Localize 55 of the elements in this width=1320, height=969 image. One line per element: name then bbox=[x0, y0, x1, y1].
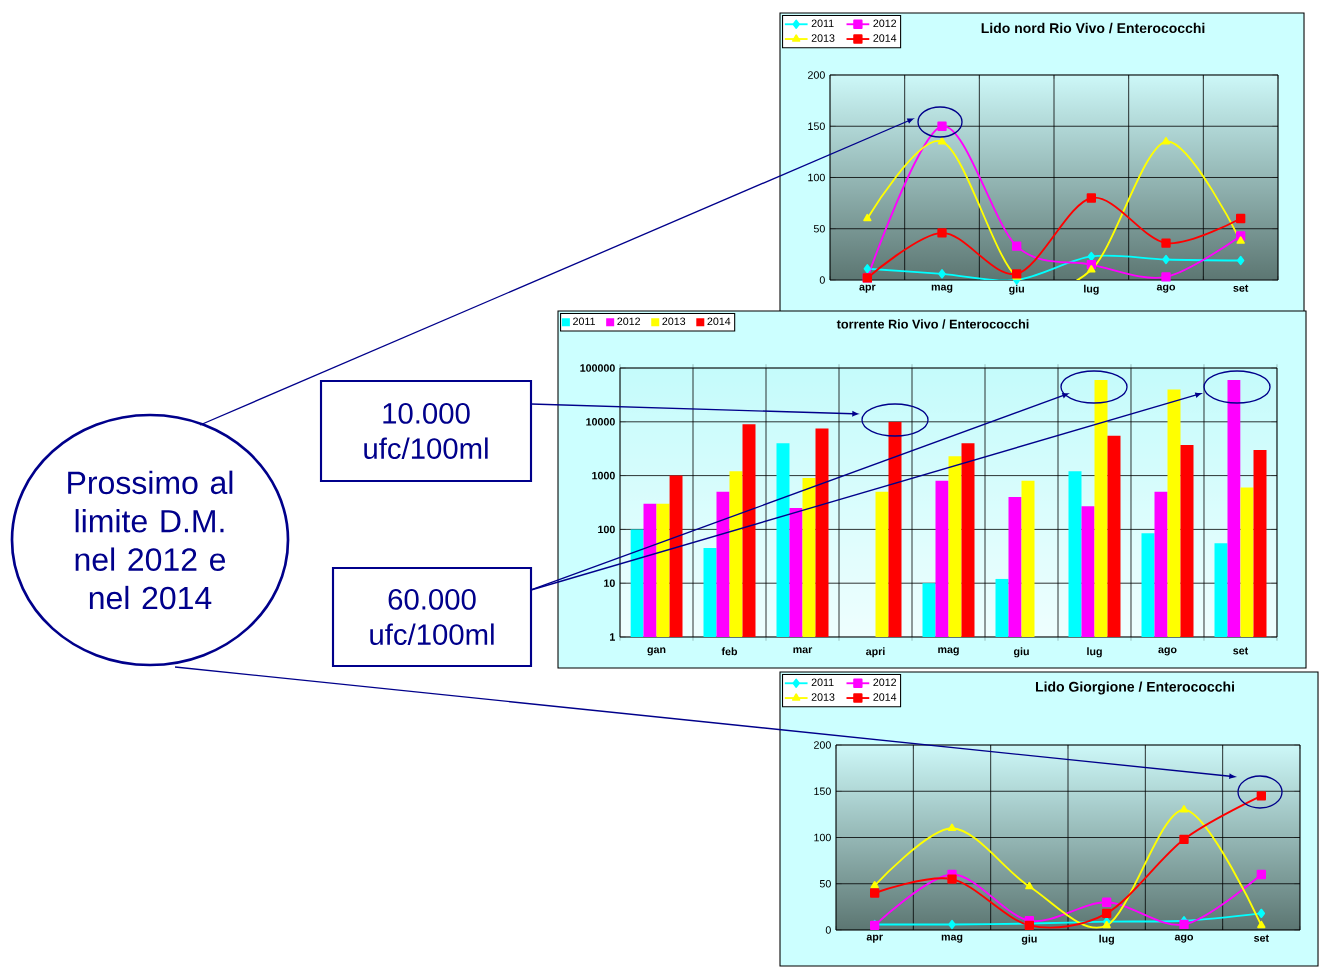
x-tick-label: mag bbox=[931, 284, 953, 293]
y-tick-label: 100 bbox=[598, 525, 615, 534]
x-tick-label: apri bbox=[866, 647, 885, 658]
chart-title: Lido Giorgione / Enterococchi bbox=[1035, 681, 1234, 695]
y-tick-label: 100000 bbox=[580, 364, 615, 372]
y-tick-label: 100 bbox=[808, 173, 825, 182]
x-tick-label: mag bbox=[941, 934, 963, 943]
y-tick-label: 1000 bbox=[592, 471, 615, 480]
x-tick-label: lug bbox=[1087, 647, 1102, 658]
legend-label: 2013 bbox=[811, 34, 835, 42]
legend-label: 2011 bbox=[811, 678, 834, 687]
x-tick-label: ago bbox=[1156, 284, 1176, 293]
x-tick-label: mag bbox=[938, 647, 959, 656]
legend-label: 2013 bbox=[811, 693, 835, 701]
legend-label: 2014 bbox=[873, 34, 897, 42]
legend-label: 2013 bbox=[662, 317, 686, 326]
x-tick-label: set bbox=[1233, 647, 1249, 655]
x-tick-label: lug bbox=[1099, 934, 1114, 945]
text: 60.000 ufc/100ml bbox=[370, 589, 494, 645]
y-tick-label: 150 bbox=[814, 787, 831, 796]
y-tick-label: 0 bbox=[819, 276, 825, 284]
y-tick-label: 1 bbox=[610, 633, 615, 641]
legend-label: 2014 bbox=[873, 693, 897, 701]
y-tick-label: 200 bbox=[814, 741, 831, 749]
x-tick-label: lug bbox=[1084, 284, 1099, 295]
legend-label: 2012 bbox=[873, 678, 897, 687]
legend-label: 2012 bbox=[873, 19, 897, 28]
y-tick-label: 200 bbox=[808, 71, 825, 79]
y-tick-label: 0 bbox=[825, 926, 831, 934]
legend-label: 2012 bbox=[617, 317, 641, 326]
y-tick-label: 150 bbox=[808, 122, 825, 131]
x-tick-label: giu bbox=[1009, 284, 1024, 295]
x-tick-label: apr bbox=[866, 934, 883, 943]
legend-label: 2011 bbox=[811, 19, 834, 28]
text: Prossimo al limite D.M. nel 2012 e nel 2014 bbox=[68, 470, 233, 610]
chart-title: torrente Rio Vivo / Enterococchi bbox=[836, 319, 1029, 329]
text: 10.000 ufc/100ml bbox=[364, 403, 488, 459]
x-tick-label: apr bbox=[859, 284, 876, 293]
legend-label: 2011 bbox=[573, 317, 595, 326]
legend-label: 2014 bbox=[707, 317, 731, 326]
y-tick-label: 50 bbox=[819, 879, 831, 888]
x-tick-label: giu bbox=[1013, 647, 1029, 658]
x-tick-label: ago bbox=[1158, 647, 1177, 656]
y-tick-label: 10 bbox=[604, 579, 615, 587]
x-tick-label: gan bbox=[647, 647, 666, 656]
y-tick-label: 50 bbox=[813, 224, 825, 233]
x-tick-label: set bbox=[1254, 934, 1269, 942]
y-tick-label: 100 bbox=[814, 833, 831, 842]
x-tick-label: set bbox=[1233, 284, 1249, 292]
chart-title: Lido nord Rio Vivo / Enterococchi bbox=[981, 22, 1205, 34]
x-tick-label: feb bbox=[721, 647, 738, 656]
x-tick-label: mar bbox=[793, 647, 813, 654]
y-tick-label: 10000 bbox=[586, 418, 615, 426]
x-tick-label: ago bbox=[1174, 934, 1194, 943]
x-tick-label: giu bbox=[1021, 934, 1037, 945]
